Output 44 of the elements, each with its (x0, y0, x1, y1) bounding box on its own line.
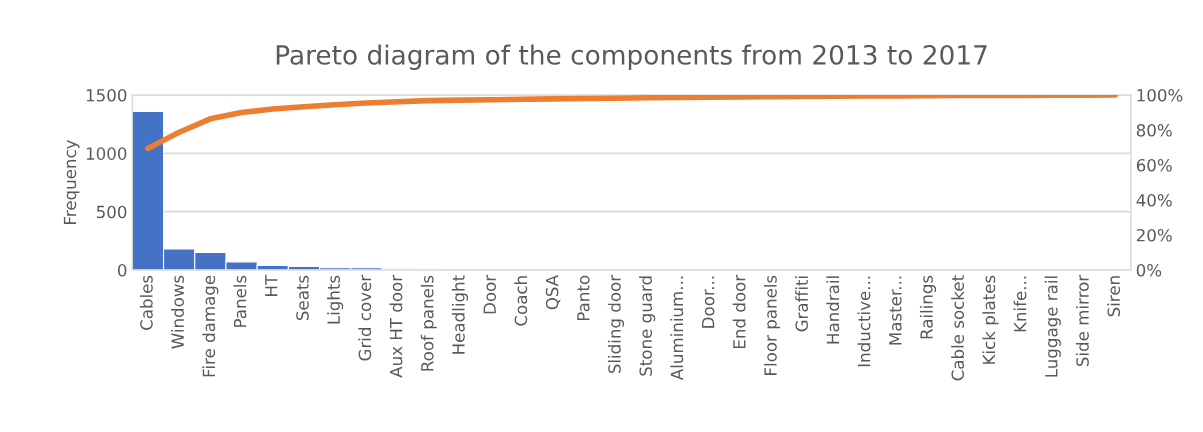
x-tick-label: Lights (327, 275, 344, 324)
x-tick-label: Seats (296, 275, 309, 321)
y-tick-label: 1500 (86, 89, 127, 102)
x-tick-label: Master... (889, 276, 902, 345)
x-tick-label: Siren (1107, 276, 1121, 317)
y2-tick-label: 0% (1136, 263, 1162, 277)
y-tick-label: 0 (117, 263, 127, 277)
x-tick-label: Floor panels (763, 275, 781, 375)
x-tick-label: Aux HT door (389, 274, 403, 378)
x-tick-label: Knife... (1013, 276, 1027, 332)
x-tick-label: Door... (702, 276, 715, 328)
x-tick-label: Cables (139, 275, 153, 330)
x-tick-label: Inductive... (857, 276, 871, 367)
x-tick-label: Panels (233, 275, 247, 327)
x-tick-label: Panto (577, 275, 590, 321)
x-tick-label: Cable socket (951, 275, 965, 381)
x-tick-label: Graffiti (795, 276, 809, 332)
x-tick-label: Railings (919, 275, 937, 339)
y2-tick-label: 80% (1136, 123, 1172, 137)
x-tick-label: HT (265, 274, 278, 296)
y-axis-title: Frequency (63, 139, 80, 224)
x-tick-label: Windows (171, 275, 184, 349)
x-tick-label: Grid cover (358, 274, 372, 361)
x-tick-label: Side mirror (1075, 274, 1089, 367)
y2-tick-label: 40% (1136, 193, 1172, 207)
x-tick-label: Headlight (451, 275, 469, 354)
x-tick-label: Door (483, 274, 496, 314)
x-tick-label: Coach (514, 276, 528, 326)
x-tick-label: Luggage rail (1044, 276, 1061, 377)
x-tick-label: Handrail (826, 276, 840, 344)
x-tick-label: Stone guard (639, 276, 656, 376)
x-tick-label: Fire damage (202, 275, 219, 377)
x-tick-label: Aluminium... (670, 276, 684, 381)
y-tick-label: 1000 (86, 147, 127, 160)
y2-tick-label: 60% (1136, 158, 1172, 172)
x-tick-label: Sliding door (607, 274, 625, 374)
x-tick-label: QSA (545, 275, 561, 310)
y-tick-label: 500 (96, 205, 127, 219)
x-tick-label: Roof panels (420, 275, 437, 371)
chart-title: Pareto diagram of the components from 2013 to 2017 (276, 44, 987, 70)
y2-tick-label: 100% (1137, 89, 1183, 102)
x-tick-label: End door (732, 274, 746, 349)
y2-tick-label: 20% (1136, 228, 1172, 242)
x-tick-label: Kick plates (982, 275, 999, 364)
